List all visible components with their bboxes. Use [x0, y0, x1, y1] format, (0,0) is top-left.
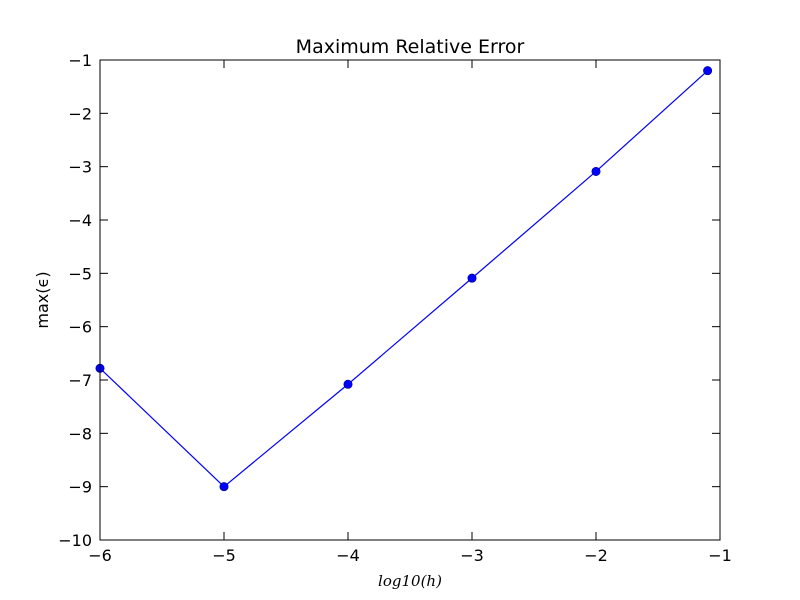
x-tick-label: −3	[460, 546, 484, 565]
y-tick-label: −10	[58, 531, 92, 550]
y-tick-label: −9	[68, 478, 92, 497]
y-tick-label: −5	[68, 264, 92, 283]
x-axis-label: log10(h)	[378, 572, 442, 590]
plot-area	[100, 60, 720, 540]
data-point	[343, 379, 353, 389]
data-point	[591, 166, 601, 176]
series-layer	[95, 66, 713, 492]
y-tick-label: −1	[68, 51, 92, 70]
y-tick-label: −4	[68, 211, 92, 230]
data-point	[467, 273, 477, 283]
y-tick-label: −3	[68, 158, 92, 177]
series-line	[99, 70, 709, 488]
y-tick-label: −2	[68, 104, 92, 123]
y-tick-label: −7	[68, 371, 92, 390]
data-point	[219, 482, 229, 492]
data-point	[703, 66, 713, 76]
y-axis-label: max(ϵ)	[33, 271, 52, 328]
y-tick-label: −8	[68, 424, 92, 443]
x-axis: −6 −5 −4 −3 −2 −1	[88, 60, 732, 565]
x-tick-label: −6	[88, 546, 112, 565]
x-tick-label: −2	[584, 546, 608, 565]
x-tick-label: −5	[212, 546, 236, 565]
y-axis: −10 −9 −8 −7 −6 −5 −4 −3 −2 −1	[58, 51, 720, 550]
x-tick-label: −1	[708, 546, 732, 565]
x-tick-label: −4	[336, 546, 360, 565]
plot-frame	[99, 59, 721, 541]
chart-title: Maximum Relative Error	[296, 36, 525, 58]
y-tick-label: −6	[68, 318, 92, 337]
